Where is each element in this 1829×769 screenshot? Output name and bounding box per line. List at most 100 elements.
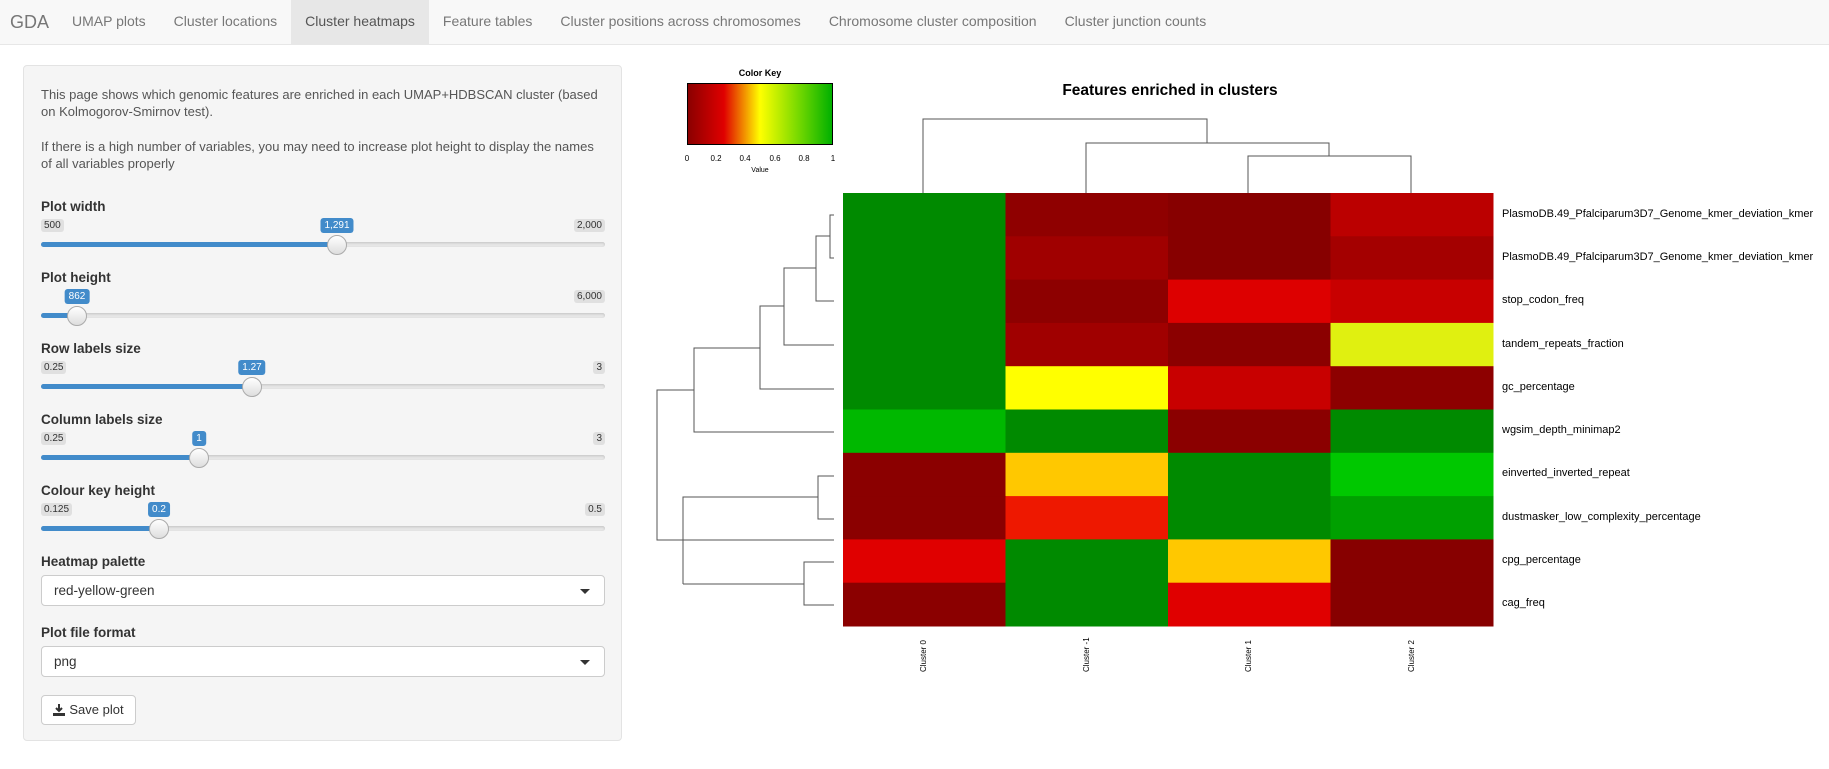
slider-fill bbox=[41, 526, 159, 531]
heatmap-cell bbox=[1168, 279, 1331, 324]
heatmap-cell bbox=[1168, 496, 1331, 540]
slider-track[interactable] bbox=[41, 455, 605, 460]
column-labels-size-slider[interactable]: 0.25 3 1 bbox=[41, 431, 605, 484]
heatmap-cell bbox=[1005, 366, 1169, 410]
tab-cluster-positions[interactable]: Cluster positions across chromosomes bbox=[560, 13, 801, 29]
heatmap-cell bbox=[1005, 279, 1169, 324]
heatmap-cell bbox=[1168, 322, 1331, 367]
slider-fill bbox=[41, 384, 252, 389]
slider-max: 2,000 bbox=[573, 219, 605, 232]
heatmap-cell bbox=[1005, 539, 1169, 584]
color-key-tick: 1 bbox=[830, 154, 836, 163]
heatmap-cell bbox=[1005, 582, 1169, 627]
heatmap-cell bbox=[843, 582, 1006, 627]
slider-max: 3 bbox=[593, 361, 605, 374]
colour-key-height-slider[interactable]: 0.125 0.5 0.2 bbox=[41, 502, 605, 555]
slider-fill bbox=[41, 313, 77, 318]
plot-file-format-label: Plot file format bbox=[41, 625, 136, 640]
heatmap-title: Features enriched in clusters bbox=[1062, 82, 1278, 99]
slider-max: 3 bbox=[593, 432, 605, 445]
column-labels-size-label: Column labels size bbox=[41, 412, 163, 427]
heatmap-cell bbox=[1168, 236, 1331, 281]
nav-tabs: UMAP plots Cluster locations Cluster hea… bbox=[58, 0, 1220, 45]
slider-track[interactable] bbox=[41, 384, 605, 389]
slider-track[interactable] bbox=[41, 526, 605, 531]
heatmap-palette-value: red-yellow-green bbox=[54, 583, 155, 598]
column-label: Cluster 2 bbox=[1406, 639, 1416, 672]
row-label: einverted_inverted_repeat bbox=[1502, 467, 1630, 480]
heatmap-cells bbox=[843, 193, 1494, 627]
save-plot-button[interactable]: Save plot bbox=[41, 695, 136, 725]
heatmap-palette-select[interactable]: red-yellow-green bbox=[41, 575, 605, 606]
plot-height-slider[interactable]: 6,000 862 bbox=[41, 289, 605, 342]
heatmap-palette-label: Heatmap palette bbox=[41, 554, 146, 569]
row-label: PlasmoDB.49_Pfalciparum3D7_Genome_kmer_d… bbox=[1502, 207, 1814, 220]
slider-value: 1 bbox=[192, 431, 206, 446]
save-plot-label: Save plot bbox=[69, 702, 124, 717]
row-dendrogram bbox=[656, 214, 834, 606]
tab-cluster-locations[interactable]: Cluster locations bbox=[173, 13, 278, 29]
color-key-tick: 0.2 bbox=[710, 154, 722, 163]
tab-feature-tables[interactable]: Feature tables bbox=[442, 13, 533, 29]
slider-handle[interactable] bbox=[327, 235, 347, 255]
slider-handle[interactable] bbox=[149, 519, 169, 539]
row-label: tandem_repeats_fraction bbox=[1502, 337, 1624, 350]
heatmap-cell bbox=[1005, 409, 1169, 454]
heatmap-cell bbox=[1168, 452, 1331, 497]
row-labels-size-label: Row labels size bbox=[41, 341, 141, 356]
tab-umap-plots[interactable]: UMAP plots bbox=[72, 13, 146, 29]
row-label: cpg_percentage bbox=[1502, 554, 1581, 567]
heatmap-cell bbox=[1330, 322, 1494, 367]
heatmap-cell bbox=[1330, 496, 1494, 540]
color-key-value-label: Value bbox=[751, 167, 769, 174]
row-label: cag_freq bbox=[1502, 597, 1545, 610]
slider-fill bbox=[41, 455, 199, 460]
color-key-tick: 0.6 bbox=[769, 154, 781, 163]
heatmap-cell bbox=[843, 279, 1006, 324]
row-label: PlasmoDB.49_Pfalciparum3D7_Genome_kmer_d… bbox=[1502, 250, 1814, 263]
plot-file-format-value: png bbox=[54, 654, 77, 669]
heatmap-cell bbox=[1330, 236, 1494, 281]
heatmap-cell bbox=[843, 539, 1006, 584]
heatmap-cell bbox=[1330, 539, 1494, 584]
sidebar-panel: This page shows which genomic features a… bbox=[23, 65, 622, 741]
heatmap-cell bbox=[1168, 539, 1331, 584]
column-label: Cluster -1 bbox=[1081, 637, 1091, 672]
chevron-down-icon bbox=[580, 660, 590, 665]
heatmap-cell bbox=[1330, 279, 1494, 324]
row-labels-size-slider[interactable]: 0.25 3 1.27 bbox=[41, 360, 605, 413]
slider-max: 6,000 bbox=[573, 290, 605, 303]
heatmap-cell bbox=[1330, 366, 1494, 410]
tab-cluster-heatmaps[interactable]: Cluster heatmaps bbox=[291, 0, 429, 45]
app-brand[interactable]: GDA bbox=[10, 12, 50, 32]
heatmap-cell bbox=[1168, 366, 1331, 410]
heatmap-cell bbox=[843, 193, 1006, 237]
tab-chromosome-composition[interactable]: Chromosome cluster composition bbox=[828, 13, 1037, 29]
slider-handle[interactable] bbox=[189, 448, 209, 468]
plot-height-label: Plot height bbox=[41, 270, 111, 285]
heatmap-cell bbox=[843, 496, 1006, 540]
slider-handle[interactable] bbox=[242, 377, 262, 397]
row-label: gc_percentage bbox=[1502, 380, 1575, 393]
heatmap-cell bbox=[1005, 322, 1169, 367]
slider-value: 1,291 bbox=[320, 218, 354, 233]
slider-max: 0.5 bbox=[585, 503, 605, 516]
heatmap-cell bbox=[1330, 193, 1494, 237]
plot-file-format-select[interactable]: png bbox=[41, 646, 605, 677]
slider-handle[interactable] bbox=[67, 306, 87, 326]
description-text: This page shows which genomic features a… bbox=[41, 87, 598, 119]
heatmap-cell bbox=[1005, 496, 1169, 540]
slider-min: 500 bbox=[41, 219, 64, 232]
heatmap-cell bbox=[843, 236, 1006, 281]
colour-key-height-label: Colour key height bbox=[41, 483, 156, 498]
tab-cluster-junction-counts[interactable]: Cluster junction counts bbox=[1064, 13, 1207, 29]
slider-track[interactable] bbox=[41, 313, 605, 318]
heatmap-cell bbox=[1005, 452, 1169, 497]
slider-min: 0.25 bbox=[41, 361, 67, 374]
chevron-down-icon bbox=[580, 589, 590, 594]
slider-min: 0.125 bbox=[41, 503, 73, 516]
column-dendrogram bbox=[922, 118, 1412, 193]
plot-width-slider[interactable]: 500 2,000 1,291 bbox=[41, 218, 605, 271]
slider-value: 862 bbox=[64, 289, 90, 304]
navbar: GDA UMAP plots Cluster locations Cluster… bbox=[0, 0, 1829, 45]
